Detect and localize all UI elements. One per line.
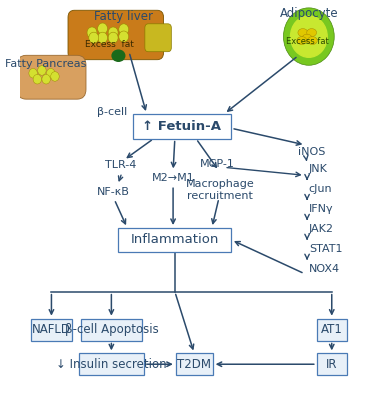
Text: β-cell: β-cell — [97, 107, 127, 117]
FancyBboxPatch shape — [119, 228, 231, 252]
Text: Macrophage
recruitment: Macrophage recruitment — [186, 179, 254, 201]
Circle shape — [119, 24, 129, 35]
Text: IFNγ: IFNγ — [309, 204, 333, 214]
Circle shape — [33, 74, 41, 84]
Ellipse shape — [297, 36, 307, 44]
Text: Excess fat: Excess fat — [286, 37, 329, 46]
FancyBboxPatch shape — [31, 318, 72, 340]
Ellipse shape — [307, 36, 317, 44]
Text: NAFLD: NAFLD — [32, 323, 71, 336]
Text: M2→M1: M2→M1 — [152, 173, 194, 183]
Circle shape — [119, 31, 129, 42]
Text: iNOS: iNOS — [298, 147, 326, 157]
FancyBboxPatch shape — [81, 318, 142, 340]
FancyBboxPatch shape — [317, 353, 347, 375]
Text: ↓ Insulin secretion: ↓ Insulin secretion — [56, 358, 167, 371]
Text: JNK: JNK — [309, 164, 328, 174]
Text: TLR-4: TLR-4 — [104, 160, 136, 170]
Circle shape — [283, 8, 334, 65]
Ellipse shape — [298, 28, 308, 36]
FancyBboxPatch shape — [17, 55, 86, 99]
Circle shape — [47, 68, 55, 78]
Circle shape — [42, 74, 50, 84]
Circle shape — [98, 23, 107, 34]
Text: Fatty liver: Fatty liver — [94, 10, 153, 23]
Text: Adipocyte: Adipocyte — [279, 7, 338, 20]
Circle shape — [108, 27, 118, 38]
Text: NOX4: NOX4 — [309, 264, 340, 274]
FancyBboxPatch shape — [145, 24, 171, 52]
FancyBboxPatch shape — [68, 10, 164, 60]
Ellipse shape — [112, 50, 125, 61]
Ellipse shape — [302, 34, 312, 42]
Text: IR: IR — [326, 358, 338, 371]
Text: AT1: AT1 — [321, 323, 343, 336]
Circle shape — [38, 66, 46, 75]
Circle shape — [51, 72, 59, 81]
Circle shape — [89, 32, 99, 43]
FancyBboxPatch shape — [317, 318, 347, 340]
Ellipse shape — [307, 28, 317, 36]
Text: JAK2: JAK2 — [309, 224, 334, 234]
FancyBboxPatch shape — [79, 353, 144, 375]
Text: cJun: cJun — [309, 184, 332, 194]
Text: STAT1: STAT1 — [309, 244, 342, 254]
Text: Inflammation: Inflammation — [131, 233, 219, 246]
Text: NF-κB: NF-κB — [97, 187, 129, 197]
Text: β-cell Apoptosis: β-cell Apoptosis — [65, 323, 158, 336]
FancyBboxPatch shape — [132, 114, 231, 139]
Text: MCP-1: MCP-1 — [200, 159, 235, 169]
Text: Excess  fat: Excess fat — [85, 40, 134, 49]
Text: ↑ Fetuin-A: ↑ Fetuin-A — [142, 120, 222, 133]
Circle shape — [98, 32, 107, 43]
FancyBboxPatch shape — [176, 353, 213, 375]
Circle shape — [87, 27, 97, 38]
Circle shape — [108, 32, 118, 43]
Circle shape — [291, 16, 327, 57]
Text: T2DM: T2DM — [177, 358, 211, 371]
Text: Fatty Pancreas: Fatty Pancreas — [6, 60, 87, 70]
Circle shape — [29, 68, 37, 78]
